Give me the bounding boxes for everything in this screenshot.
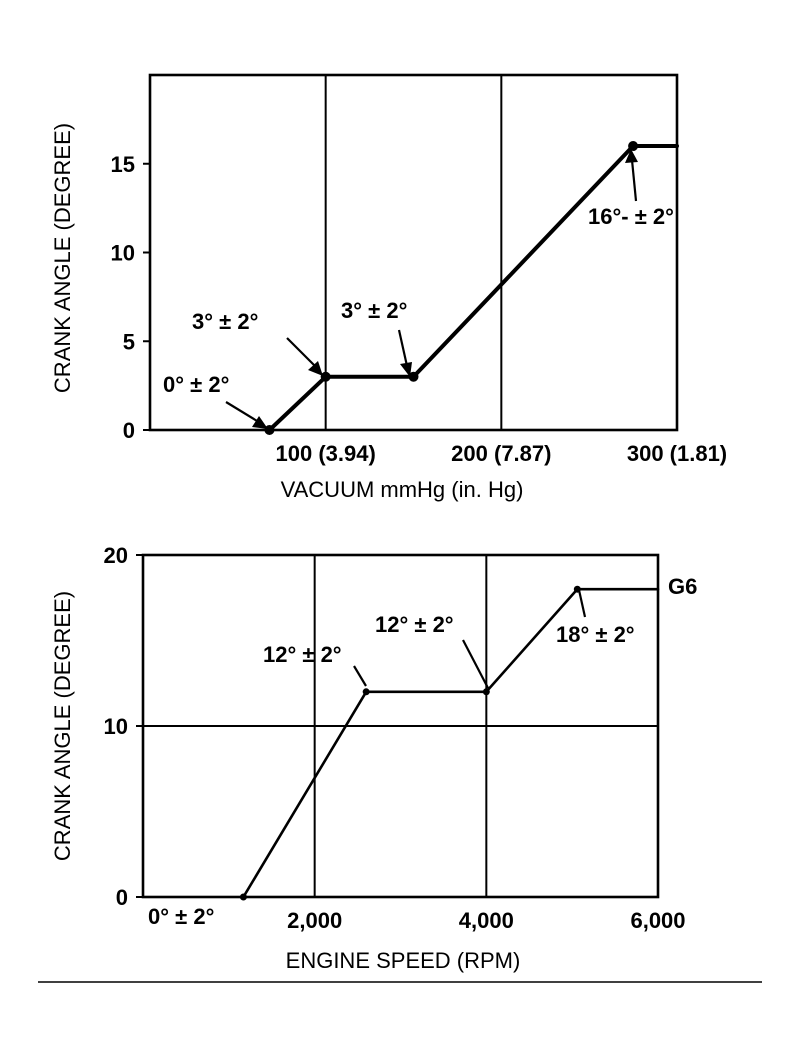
vacuum-point-3 bbox=[628, 141, 639, 151]
vacuum-annotation-1: 3° ± 2° bbox=[192, 309, 258, 334]
engine-speed-chart: 0 10 20 2,000 4,000 6,000 G6 0° ± 2° 12° ± 2… bbox=[50, 543, 697, 973]
engine-annotation-0: 0° ± 2° bbox=[148, 904, 214, 929]
vacuum-chart: 0 5 10 15 100 (3.94) 200 (7.87) 300 (1.81) 0°… bbox=[50, 73, 727, 502]
engine-point-0 bbox=[239, 893, 247, 901]
engine-y-axis-title: CRANK ANGLE (DEGREE) bbox=[50, 591, 75, 861]
engine-x-tick-label-1: 4,000 bbox=[459, 908, 514, 933]
engine-y-tick-label-2: 20 bbox=[104, 543, 128, 568]
vacuum-y-tick-label-2: 10 bbox=[111, 241, 135, 266]
vacuum-point-1 bbox=[320, 371, 331, 382]
vacuum-x-tick-label-1: 200 (7.87) bbox=[451, 441, 551, 466]
engine-x-tick-label-0: 2,000 bbox=[287, 908, 342, 933]
vacuum-x-tick-label-2: 300 (1.81) bbox=[627, 441, 727, 466]
engine-series-label: G6 bbox=[668, 574, 697, 599]
vacuum-annotation-0: 0° ± 2° bbox=[163, 372, 229, 397]
vacuum-y-tick-label-0: 0 bbox=[123, 418, 135, 443]
engine-y-tick-label-1: 10 bbox=[104, 714, 128, 739]
engine-point-2 bbox=[482, 688, 490, 696]
vacuum-y-tick-label-1: 5 bbox=[123, 329, 135, 354]
vacuum-x-axis-title: VACUUM mmHg (in. Hg) bbox=[281, 477, 524, 502]
engine-annotation-1: 12° ± 2° bbox=[263, 642, 342, 667]
engine-annotation-2: 12° ± 2° bbox=[375, 612, 454, 637]
vacuum-point-2 bbox=[408, 371, 419, 382]
engine-x-axis-title: ENGINE SPEED (RPM) bbox=[286, 948, 521, 973]
vacuum-y-axis-title: CRANK ANGLE (DEGREE) bbox=[50, 123, 75, 393]
vacuum-annotation-3: 16°- ± 2° bbox=[588, 204, 674, 229]
vacuum-series-line bbox=[267, 144, 679, 432]
engine-point-1 bbox=[362, 688, 370, 696]
engine-annotation-3: 18° ± 2° bbox=[556, 622, 635, 647]
vacuum-y-tick-label-3: 15 bbox=[111, 152, 135, 177]
vacuum-annotation-2: 3° ± 2° bbox=[341, 298, 407, 323]
vacuum-x-tick-label-0: 100 (3.94) bbox=[276, 441, 376, 466]
engine-y-tick-label-0: 0 bbox=[116, 885, 128, 910]
engine-x-tick-label-2: 6,000 bbox=[630, 908, 685, 933]
engine-annotation-leaders bbox=[353, 589, 587, 689]
vacuum-annotation-arrows bbox=[225, 149, 638, 429]
